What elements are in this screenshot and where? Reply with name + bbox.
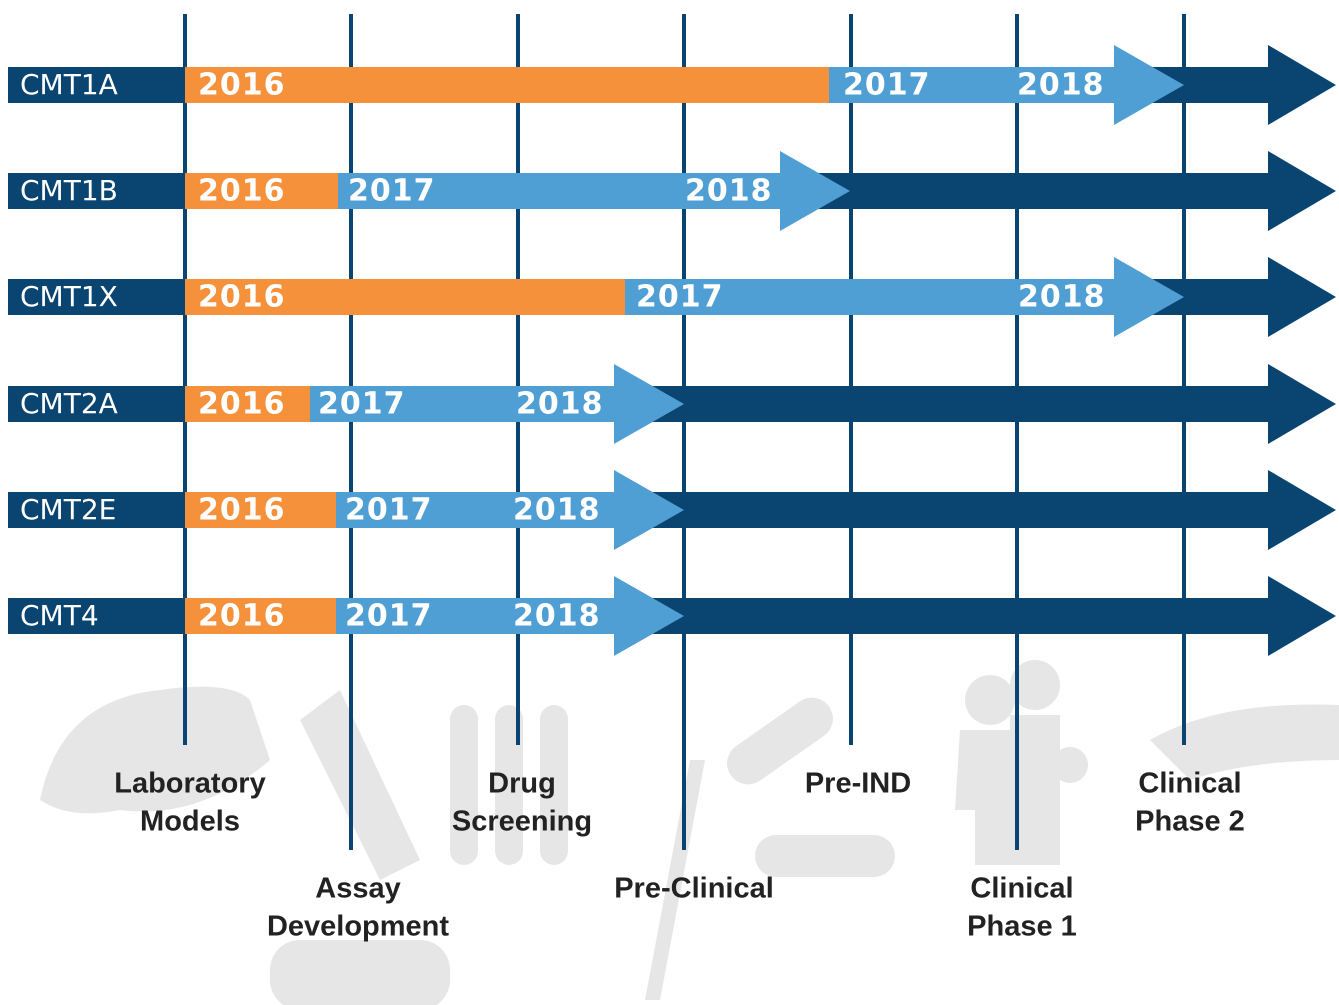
stage-label: Screening [452,806,592,838]
row-label: CMT1X [20,280,118,313]
row: CMT4 2016 2017 2018 [8,576,1336,656]
row-label: CMT2A [20,387,118,420]
year-label: 2018 [513,493,601,528]
year-label: 2016 [198,68,286,103]
stage-label: Pre-Clinical [614,873,774,905]
year-label: 2017 [318,387,406,422]
row: CMT1B 2016 2017 2018 [8,151,1336,231]
year-label: 2018 [1018,280,1106,315]
row: CMT2A 2016 2017 2018 [8,364,1336,444]
year-label: 2018 [513,599,601,634]
row-label: CMT4 [20,599,99,632]
year-label: 2017 [345,599,433,634]
row-label: CMT1A [20,68,118,101]
year-label: 2018 [685,174,773,209]
row: CMT1A 2016 2017 2018 [8,45,1336,125]
stage-label: Phase 1 [967,911,1077,943]
year-label: 2018 [516,387,604,422]
row: CMT1X 2016 2017 2018 [8,257,1336,337]
year-label: 2017 [348,174,436,209]
year-label: 2016 [198,280,286,315]
stage-label: Development [267,911,449,943]
row-label: CMT2E [20,493,116,526]
year-label: 2016 [198,599,286,634]
year-label: 2016 [198,174,286,209]
stage-label: Clinical [1138,768,1241,800]
stage-label: Assay [315,873,400,905]
year-label: 2018 [1017,68,1105,103]
stage-label: Drug [488,768,556,800]
stage-label: Models [140,806,240,838]
row: CMT2E 2016 2017 2018 [8,470,1336,550]
year-label: 2017 [345,493,433,528]
row-label: CMT1B [20,174,118,207]
year-label: 2016 [198,387,286,422]
year-label: 2017 [636,280,724,315]
year-label: 2017 [843,68,931,103]
rows: CMT1A 2016 2017 2018 CMT1B 2016 2017 2018 CMT1X 2… [8,45,1336,656]
year-label: 2016 [198,493,286,528]
stage-label: Pre-IND [805,768,911,800]
stage-label: Phase 2 [1135,806,1245,838]
stage-label: Clinical [970,873,1073,905]
pipeline-diagram: CMT1A 2016 2017 2018 CMT1B 2016 2017 2018 CMT1X 2… [0,0,1339,1005]
stage-label: Laboratory [114,768,265,800]
